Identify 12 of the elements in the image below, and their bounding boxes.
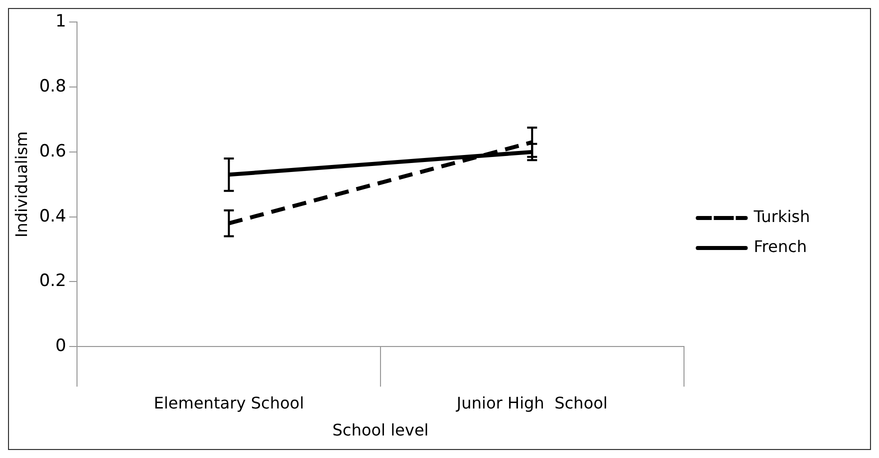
legend-label: French	[754, 237, 807, 256]
y-tick-label: 0.2	[39, 271, 66, 292]
y-tick-label: 0.4	[39, 206, 66, 226]
y-axis-title: Individualism	[12, 131, 31, 238]
y-tick-label: 0	[55, 336, 66, 356]
y-tick-label: 1	[55, 12, 66, 32]
y-tick-label: 0.6	[39, 141, 66, 162]
x-tick-label: Junior High School	[456, 393, 608, 412]
x-axis-title: School level	[332, 420, 429, 440]
x-tick-label: Elementary School	[154, 393, 304, 412]
legend-label: Turkish	[752, 207, 810, 226]
y-tick-label: 0.8	[39, 76, 66, 96]
